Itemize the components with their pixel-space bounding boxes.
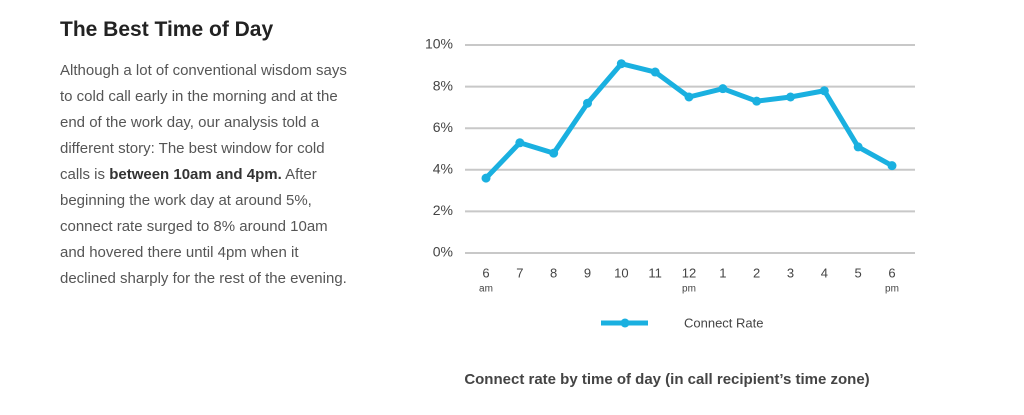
x-tick-sublabel: pm: [682, 284, 696, 295]
x-tick-label: 8: [550, 265, 557, 280]
chart-caption: Connect rate by time of day (in call rec…: [464, 371, 869, 388]
x-tick-label: 5: [855, 265, 862, 280]
legend-marker: [620, 318, 630, 328]
x-tick-label: 12: [682, 265, 696, 280]
data-point: [650, 67, 660, 77]
data-point: [481, 173, 491, 183]
paragraph-text: Although a lot of conventional wisdom sa…: [60, 62, 347, 183]
data-point: [549, 148, 559, 158]
x-tick-label: 10: [614, 265, 628, 280]
paragraph-bold: between 10am and 4pm.: [109, 166, 282, 183]
x-tick-label: 4: [821, 265, 828, 280]
y-tick-label: 8%: [433, 77, 453, 93]
y-tick-label: 10%: [425, 36, 453, 52]
data-point: [819, 86, 829, 96]
data-point: [752, 96, 762, 106]
x-tick-label: 1: [719, 265, 726, 280]
y-tick-label: 0%: [433, 244, 453, 260]
x-tick-label: 6: [888, 265, 895, 280]
series-line: [484, 61, 894, 180]
paragraph: Although a lot of conventional wisdom sa…: [60, 58, 352, 292]
text-column: The Best Time of Day Although a lot of c…: [60, 18, 352, 292]
x-tick-label: 11: [648, 265, 662, 280]
x-tick-label: 6: [482, 265, 489, 280]
data-point: [583, 98, 592, 108]
data-point: [887, 161, 897, 171]
x-tick-label: 7: [516, 265, 523, 280]
data-point: [515, 138, 525, 148]
y-tick-label: 6%: [433, 119, 453, 135]
x-tick-label: 3: [787, 265, 794, 280]
data-point: [684, 92, 694, 102]
legend-label: Connect Rate: [684, 315, 764, 330]
data-point: [616, 59, 626, 69]
heading: The Best Time of Day: [60, 18, 274, 41]
x-tick-label: 2: [753, 265, 760, 280]
y-tick-label: 4%: [433, 161, 453, 177]
data-point: [786, 92, 795, 102]
x-tick-label: 9: [584, 265, 591, 280]
x-tick-sublabel: am: [479, 284, 493, 295]
data-point: [853, 142, 863, 152]
x-tick-sublabel: pm: [885, 284, 899, 295]
paragraph-text: After beginning the work day at around 5…: [60, 166, 347, 287]
y-tick-label: 2%: [433, 202, 453, 218]
data-point: [718, 84, 728, 94]
